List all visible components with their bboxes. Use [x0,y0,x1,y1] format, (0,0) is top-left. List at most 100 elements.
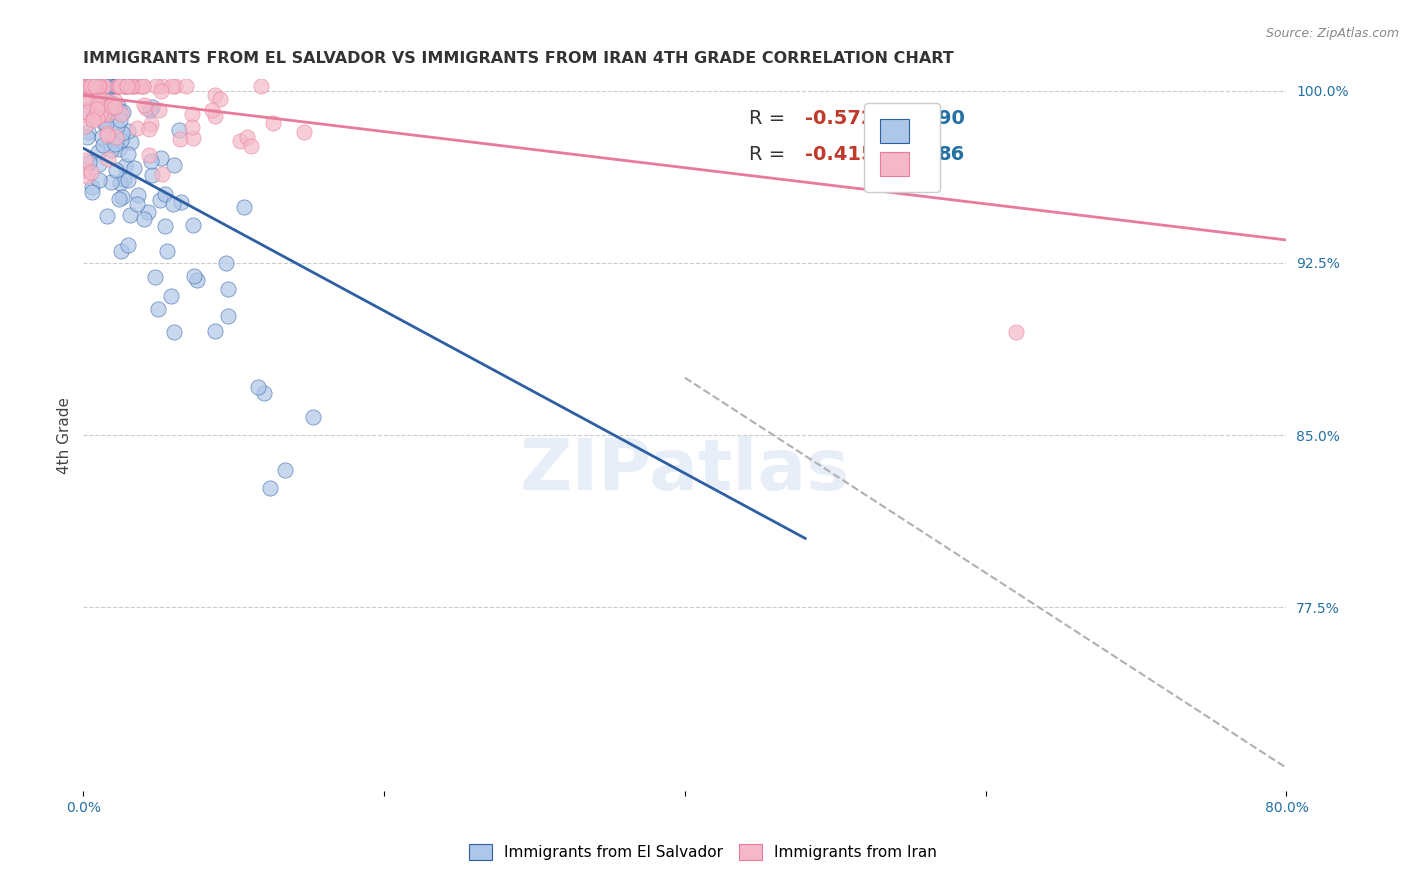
Point [114,79,136,94]
Point [110,133,132,147]
Point [83,79,105,94]
Point [76,104,98,119]
Point [84,79,107,94]
Point [250,79,273,94]
Point [104,94,127,108]
Point [108,79,131,94]
Point [149,193,172,207]
Point [87,97,110,112]
Point [100,79,122,94]
Point [215,256,238,270]
Point [139,117,162,131]
Point [150,84,173,98]
Point [87,79,110,94]
Point [169,132,191,146]
Text: ZIPatlas: ZIPatlas [520,436,851,505]
Point [105,119,128,133]
Point [94,117,117,131]
Point [82,113,104,128]
Point [170,194,193,209]
Point [181,219,204,233]
Point [93,107,115,121]
Point [138,148,160,162]
Point [217,281,239,295]
Point [84,79,107,94]
Point [97,79,120,94]
Point [104,130,127,145]
Point [87,145,110,159]
Point [143,269,166,284]
Point [100,143,122,157]
Point [89,107,111,121]
Point [259,482,281,496]
Point [115,79,138,94]
Point [128,187,150,202]
Point [174,79,197,94]
Text: R =: R = [748,109,792,128]
Point [96,126,118,140]
Point [77,154,100,169]
Point [86,79,108,94]
Point [117,124,139,138]
Point [94,79,117,94]
Point [87,88,110,103]
Point [117,172,139,186]
Point [181,107,204,121]
Point [180,120,202,134]
Text: -0.415: -0.415 [806,145,875,163]
Point [121,79,143,94]
Point [94,108,117,122]
Point [93,116,115,130]
Point [91,79,114,94]
Point [127,120,149,135]
Point [181,131,204,145]
Point [186,273,208,287]
Point [128,79,150,94]
Text: N =: N = [877,109,934,128]
Point [160,289,183,303]
Point [139,153,162,168]
Point [139,103,162,118]
Point [82,79,104,94]
Point [107,79,129,94]
Point [114,79,136,94]
Point [86,106,108,120]
Point [104,79,127,94]
Point [162,197,184,211]
Point [135,101,157,115]
Point [89,173,111,187]
Point [121,79,143,94]
Point [110,103,132,118]
Text: Source: ZipAtlas.com: Source: ZipAtlas.com [1265,27,1399,40]
Point [77,102,100,116]
Point [217,309,239,323]
Point [114,159,136,173]
Text: 90: 90 [938,109,965,128]
Point [77,79,100,94]
Point [149,151,172,165]
Point [117,79,139,94]
Point [91,138,114,153]
Point [110,106,132,120]
Point [120,136,142,150]
Point [240,138,263,153]
Point [1004,325,1026,339]
Point [80,79,103,94]
Point [302,410,325,425]
Point [146,302,169,317]
Point [110,113,132,128]
Point [136,204,159,219]
Point [120,79,142,94]
Point [141,168,163,182]
Point [132,79,155,94]
Point [104,100,127,114]
Point [262,116,284,130]
Point [204,324,226,338]
Point [153,187,176,202]
Point [201,103,224,117]
Point [233,200,256,214]
Point [124,161,146,175]
Point [163,79,186,94]
Point [91,129,114,144]
Point [132,211,155,226]
